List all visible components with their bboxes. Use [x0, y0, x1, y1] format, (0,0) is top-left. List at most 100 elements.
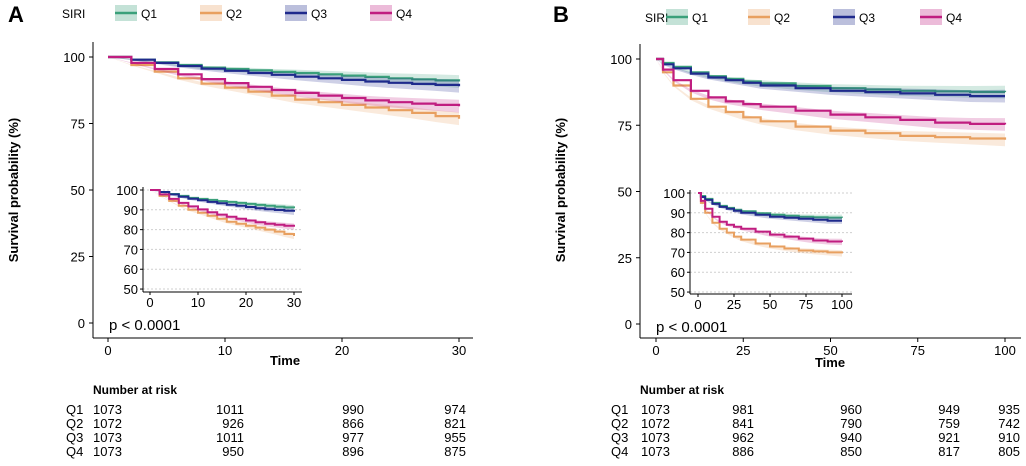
- p-value: p < 0.0001: [109, 317, 180, 334]
- risk-table: Number at risk Q1 1073 1011 990 974 Q2 1072 926 8…: [66, 383, 466, 459]
- inset-line-q4: [698, 192, 843, 243]
- risk-row-label: Q2: [611, 416, 628, 431]
- panel-label: B: [553, 2, 569, 27]
- risk-row-label: Q3: [611, 430, 628, 445]
- risk-table-title: Number at risk: [93, 383, 177, 397]
- inset-x-tick-label: 50: [763, 297, 777, 312]
- risk-cell: 981: [732, 402, 754, 417]
- y-tick-label: 100: [610, 52, 632, 67]
- legend-item-q2: Q2: [200, 5, 242, 21]
- legend-label: Q2: [226, 7, 242, 21]
- y-tick-label: 0: [625, 317, 632, 332]
- survival-line-q3: [656, 57, 1005, 98]
- inset-y-tick-label: 90: [124, 203, 138, 218]
- x-tick-label: 20: [335, 343, 349, 358]
- inset-x-tick-label: 0: [694, 297, 701, 312]
- inset-background: [143, 187, 302, 292]
- inset-line-q3: [698, 192, 842, 222]
- inset-x-tick-label: 25: [727, 297, 741, 312]
- legend-item-q1: Q1: [115, 5, 157, 21]
- risk-cell: 886: [732, 444, 754, 459]
- risk-row-q4: Q4 1073 950 896 875: [66, 444, 466, 459]
- risk-cell: 949: [938, 402, 960, 417]
- y-axis-label: Survival probability (%): [553, 118, 568, 262]
- legend-label: Q4: [396, 7, 412, 21]
- risk-cell: 921: [938, 430, 960, 445]
- risk-cell: 866: [342, 416, 364, 431]
- risk-row-q2: Q2 1072 841 790 759 742: [611, 416, 1020, 431]
- curves: [108, 55, 461, 126]
- inset-y-tick-label: 80: [671, 226, 685, 241]
- risk-cell: 1011: [216, 402, 244, 417]
- legend-label: Q3: [859, 11, 875, 25]
- risk-cell: 1073: [641, 444, 670, 459]
- inset-x-tick-label: 0: [146, 295, 153, 310]
- risk-row-q2: Q2 1072 926 866 821: [66, 416, 466, 431]
- y-tick-label: 100: [63, 50, 85, 65]
- y-tick-label: 0: [78, 316, 85, 331]
- risk-cell: 1011: [216, 430, 244, 445]
- inset-y-tick-label: 60: [671, 265, 685, 280]
- p-value: p < 0.0001: [656, 319, 727, 336]
- inset-ci-band-q2: [698, 193, 842, 257]
- panel-label: A: [8, 2, 24, 27]
- x-tick-label: 75: [911, 343, 925, 358]
- risk-cell: 960: [840, 402, 862, 417]
- inset-line-q3: [150, 189, 295, 212]
- inset-x-tick-label: 75: [799, 297, 813, 312]
- y-tick-label: 25: [618, 251, 632, 266]
- inset-plot: 50 60 70 80 90 100 0 10 20 30: [116, 183, 302, 310]
- risk-cell: 926: [222, 416, 244, 431]
- x-axis-label: Time: [815, 355, 845, 370]
- survival-line-q3: [108, 55, 461, 87]
- risk-cell: 742: [998, 416, 1020, 431]
- legend-label: Q4: [946, 11, 962, 25]
- risk-cell: 1073: [93, 402, 122, 417]
- risk-cell: 962: [732, 430, 754, 445]
- inset-y-tick-label: 80: [124, 223, 138, 238]
- inset-x-tick-label: 100: [831, 297, 853, 312]
- risk-row-label: Q1: [66, 402, 83, 417]
- x-tick-label: 50: [823, 343, 837, 358]
- x-tick-label: 0: [652, 343, 659, 358]
- risk-cell: 940: [840, 430, 862, 445]
- risk-cell: 896: [342, 444, 364, 459]
- risk-cell: 841: [732, 416, 754, 431]
- inset-y-tick-label: 70: [671, 245, 685, 260]
- risk-cell: 1073: [93, 444, 122, 459]
- survival-line-q4: [108, 55, 461, 107]
- risk-cell: 821: [444, 416, 466, 431]
- risk-row-label: Q4: [611, 444, 628, 459]
- y-axis-label: Survival probability (%): [6, 118, 21, 262]
- risk-table-title: Number at risk: [640, 383, 724, 397]
- risk-cell: 817: [938, 444, 960, 459]
- legend-item-q4: Q4: [370, 5, 412, 21]
- risk-cell: 974: [444, 402, 466, 417]
- risk-cell: 759: [938, 416, 960, 431]
- inset-y-tick-label: 50: [671, 285, 685, 300]
- risk-row-q3: Q3 1073 962 940 921 910: [611, 430, 1020, 445]
- inset-y-tick-label: 100: [663, 186, 685, 201]
- risk-row-label: Q2: [66, 416, 83, 431]
- inset-y-tick-label: 60: [124, 262, 138, 277]
- inset-line-q2: [698, 192, 843, 254]
- risk-row-label: Q1: [611, 402, 628, 417]
- legend-label: Q3: [311, 7, 327, 21]
- legend-label: Q1: [141, 7, 157, 21]
- inset-x-tick-label: 20: [239, 295, 253, 310]
- risk-cell: 790: [840, 416, 862, 431]
- x-tick-label: 30: [452, 343, 466, 358]
- legend-title: SIRI: [62, 7, 85, 21]
- risk-cell: 935: [998, 402, 1020, 417]
- risk-cell: 875: [444, 444, 466, 459]
- risk-row-label: Q4: [66, 444, 83, 459]
- inset-x-tick-label: 30: [287, 295, 301, 310]
- risk-cell: 955: [444, 430, 466, 445]
- x-tick-label: 100: [994, 343, 1016, 358]
- x-tick-label: 0: [104, 343, 111, 358]
- risk-cell: 850: [840, 444, 862, 459]
- y-tick-label: 75: [618, 118, 632, 133]
- legend-label: Q2: [774, 11, 790, 25]
